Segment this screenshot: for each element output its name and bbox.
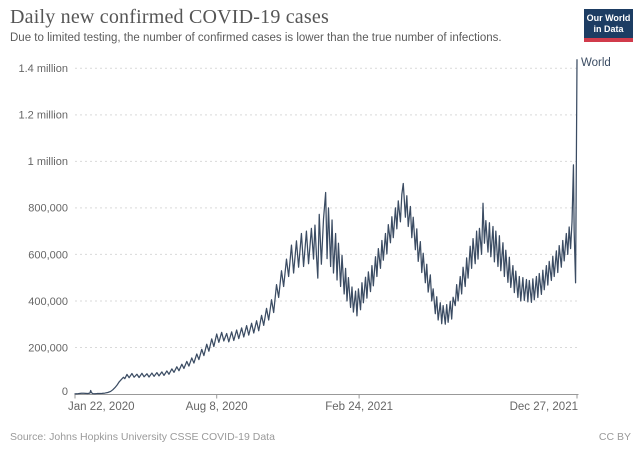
y-tick-label: 800,000 <box>28 203 68 215</box>
x-tick-label: Feb 24, 2021 <box>325 401 393 413</box>
y-tick-label: 0 <box>62 386 68 398</box>
owid-logo[interactable]: Our World in Data <box>584 9 633 42</box>
x-tick-label: Aug 8, 2020 <box>186 401 248 413</box>
y-tick-label: 400,000 <box>28 296 68 308</box>
y-tick-label: 1.2 million <box>18 110 68 122</box>
x-tick-label: Jan 22, 2020 <box>68 401 135 413</box>
source-note: Source: Johns Hopkins University CSSE CO… <box>10 431 275 443</box>
chart-subtitle: Due to limited testing, the number of co… <box>10 32 502 44</box>
y-tick-label: 1 million <box>28 156 68 168</box>
x-tick-label: Dec 27, 2021 <box>510 401 578 413</box>
y-tick-label: 1.4 million <box>18 63 68 75</box>
y-tick-label: 600,000 <box>28 249 68 261</box>
license-link[interactable]: CC BY <box>598 431 631 443</box>
owid-logo-line1: Our World <box>586 12 631 23</box>
series-line-world[interactable] <box>74 59 578 395</box>
series-label-world: World <box>581 57 611 69</box>
chart-title: Daily new confirmed COVID-19 cases <box>10 6 329 28</box>
y-tick-label: 200,000 <box>28 342 68 354</box>
owid-logo-line2: in Data <box>593 23 624 34</box>
